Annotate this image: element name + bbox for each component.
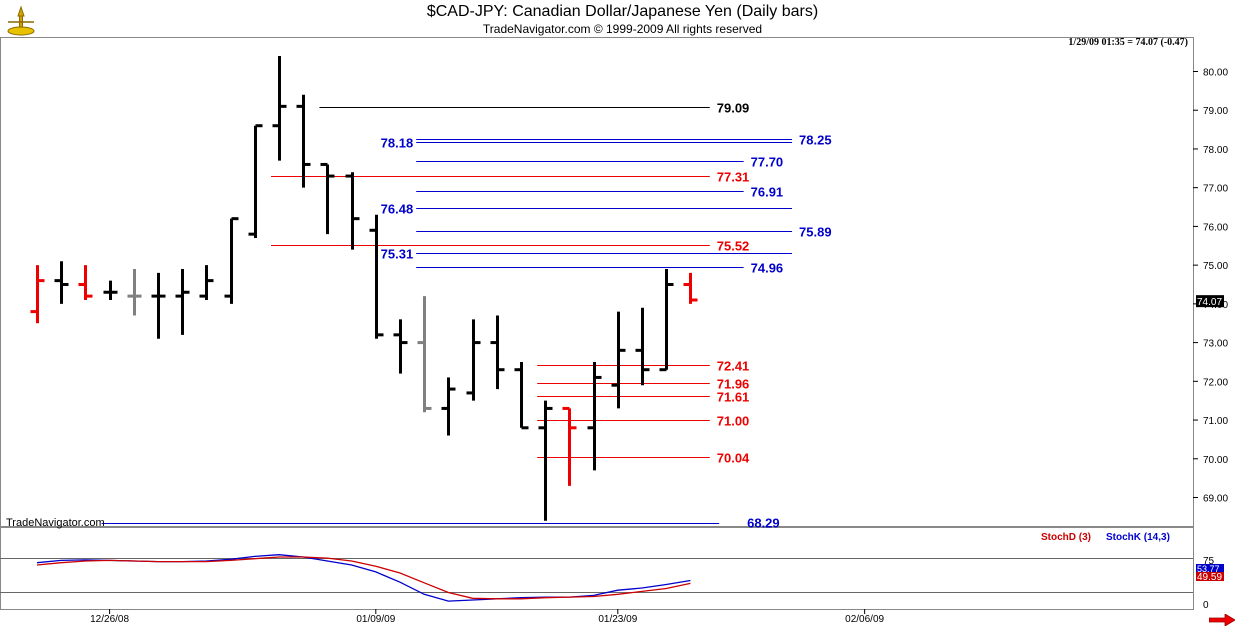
price-tick-label: 75.00 — [1203, 261, 1228, 272]
price-tick-label: 77.00 — [1203, 184, 1228, 195]
stochd-value-box — [1196, 572, 1224, 581]
level-label: 71.96 — [717, 377, 750, 392]
level-label: 77.70 — [751, 155, 784, 170]
date-tick-label: 01/23/09 — [598, 614, 637, 625]
level-label: 75.89 — [799, 225, 832, 240]
level-label: 71.61 — [717, 390, 750, 405]
price-tick-label: 71.00 — [1203, 416, 1228, 427]
level-label: 75.31 — [381, 247, 414, 262]
price-axis: 80.0079.0078.0077.0076.0075.0074.0073.00… — [1193, 68, 1228, 505]
price-tick-label: 69.00 — [1203, 494, 1228, 505]
stochd-value: 49.59 — [1197, 572, 1222, 583]
price-tick-label: 70.00 — [1203, 455, 1228, 466]
price-tick-label: 72.00 — [1203, 377, 1228, 388]
stoch-axis-top: 75 — [1203, 556, 1215, 567]
chart-title: $CAD-JPY: Canadian Dollar/Japanese Yen (… — [426, 3, 819, 20]
indicator-panel-frame — [0, 527, 1194, 610]
stoch-axis-bottom: 0 — [1203, 600, 1209, 611]
last-price-tag: 74.07 — [1196, 295, 1224, 308]
stochd-legend: StochD (3) — [1041, 532, 1091, 543]
last-price-box — [1196, 295, 1224, 308]
last-price-label: 74.07 — [1197, 297, 1222, 308]
level-label: 75.52 — [717, 239, 750, 254]
level-label: 72.41 — [717, 359, 750, 374]
price-panel-frame — [0, 37, 1194, 527]
level-label: 68.29 — [747, 516, 780, 531]
level-label: 76.91 — [751, 185, 784, 200]
level-label: 79.09 — [717, 101, 750, 116]
level-label: 78.25 — [799, 133, 832, 148]
level-label: 77.31 — [717, 170, 750, 185]
level-label: 76.48 — [381, 202, 414, 217]
price-tick-label: 76.00 — [1203, 222, 1228, 233]
level-label: 71.00 — [717, 414, 750, 429]
watermark-text: TradeNavigator.com — [6, 517, 105, 529]
level-label: 70.04 — [717, 451, 750, 466]
date-axis: 12/26/08 01/09/09 01/23/09 02/06/09 — [90, 609, 885, 625]
date-tick-label: 02/06/09 — [845, 614, 884, 625]
chart-subtitle: TradeNavigator.com © 1999-2009 All right… — [482, 22, 763, 36]
price-tick-label: 79.00 — [1203, 106, 1228, 117]
date-tick-label: 01/09/09 — [356, 614, 395, 625]
price-tick-label: 78.00 — [1203, 145, 1228, 156]
scroll-right-arrow-icon[interactable] — [1209, 614, 1235, 626]
stochk-value: 53.77 — [1197, 564, 1220, 574]
price-tick-label: 73.00 — [1203, 339, 1228, 350]
stochd-line — [36, 556, 691, 600]
stochk-value-box — [1196, 564, 1224, 573]
date-tick-label: 12/26/08 — [90, 614, 129, 625]
trade-navigator-logo-icon[interactable] — [4, 4, 38, 38]
level-label: 78.18 — [381, 136, 414, 151]
stochk-legend: StochK (14,3) — [1106, 532, 1170, 543]
price-tick-label: 80.00 — [1203, 68, 1228, 79]
ohlc-bars — [30, 56, 698, 521]
level-label: 74.96 — [751, 261, 784, 276]
price-readout: 1/29/09 01:35 = 74.07 (-0.47) — [1068, 37, 1188, 48]
